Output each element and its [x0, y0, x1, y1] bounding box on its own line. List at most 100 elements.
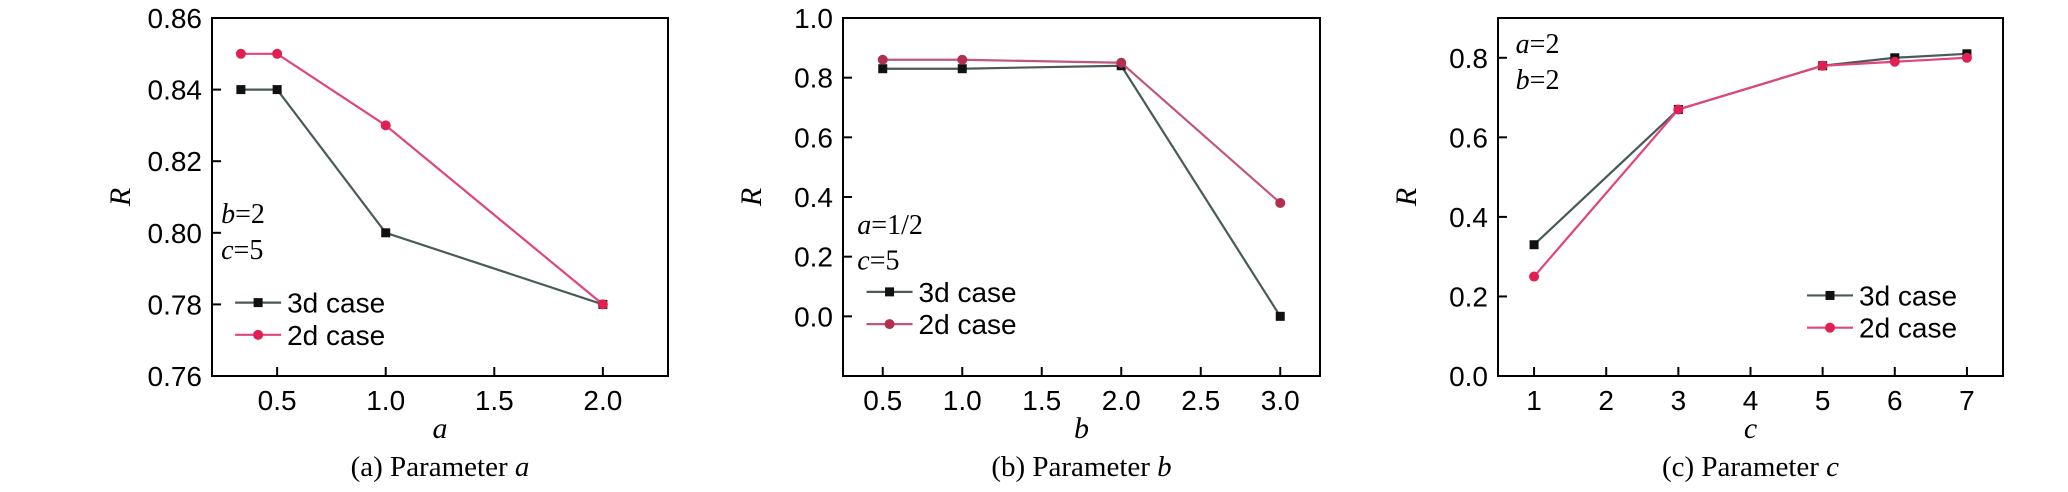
y-tick-label-0_4: 0.4 — [1449, 202, 1488, 233]
annotation-variable: a — [857, 210, 871, 241]
x-tick-label-5: 5 — [1815, 385, 1831, 416]
data-point — [1275, 311, 1285, 321]
x-tick-label-6: 6 — [1887, 385, 1903, 416]
x-tick-label-2: 2.0 — [1102, 385, 1141, 416]
x-axis-title: a — [433, 412, 448, 445]
data-point — [236, 85, 246, 95]
y-tick-label-1: 1.0 — [794, 3, 833, 34]
x-tick-label-2: 2 — [1598, 385, 1614, 416]
x-axis-title: c — [1744, 412, 1757, 445]
x-tick-label-1: 1 — [1526, 385, 1542, 416]
annotation-variable: a — [1516, 29, 1530, 60]
data-point — [381, 228, 391, 238]
y-tick-label-0_76: 0.76 — [148, 361, 203, 392]
data-point — [1673, 104, 1684, 115]
parameter-annotation-c: c=5 — [221, 235, 263, 266]
caption-variable: b — [1157, 451, 1172, 483]
annotation-variable: c — [857, 246, 870, 277]
data-point — [1889, 56, 1900, 67]
legend-label: 3d case — [1859, 280, 1957, 311]
y-tick-label-0_2: 0.2 — [1449, 281, 1488, 312]
y-tick-label-0_6: 0.6 — [1449, 122, 1488, 153]
x-tick-label-0_5: 0.5 — [258, 385, 297, 416]
x-tick-label-2_5: 2.5 — [1181, 385, 1220, 416]
data-point — [597, 299, 608, 310]
x-tick-label-1_5: 1.5 — [1022, 385, 1061, 416]
y-tick-label-0_84: 0.84 — [148, 75, 203, 106]
y-tick-label-0: 0.0 — [794, 301, 833, 332]
annotation-variable: c — [221, 235, 234, 266]
x-tick-label-4: 4 — [1743, 385, 1759, 416]
y-tick-label-0_8: 0.8 — [1449, 43, 1488, 74]
chart-panel-b: 0.0 0.2 0.4 0.6 0.8 1.0 0.5 1.0 1.5 2.0 2.5 3.0 b R (b… — [735, 3, 1321, 483]
data-point — [957, 64, 967, 74]
chart-panel-c: 0.0 0.2 0.4 0.6 0.8 1 2 3 4 5 6 7 c R (c) Parameter c a… — [1390, 17, 2004, 483]
series-line — [1533, 56, 1967, 278]
parameter-annotation-b: b=2 — [1516, 65, 1560, 96]
parameter-annotation-a: a=2 — [1516, 29, 1560, 60]
x-tick-label-3: 3.0 — [1261, 385, 1300, 416]
y-tick-label-0_8: 0.8 — [794, 63, 833, 94]
x-tick-label-3: 3 — [1671, 385, 1687, 416]
legend-marker — [253, 329, 264, 340]
panel-caption: (b) Parameter b — [991, 451, 1171, 483]
series-2d-case — [1529, 52, 1972, 282]
data-point — [380, 120, 391, 131]
legend-label: 3d case — [287, 288, 385, 319]
y-tick-label-0_4: 0.4 — [794, 182, 833, 213]
data-point — [1275, 197, 1286, 208]
y-tick-label-0_78: 0.78 — [148, 289, 203, 320]
data-point — [235, 48, 246, 59]
y-tick-label-0: 0.0 — [1449, 361, 1488, 392]
y-tick-label-0_82: 0.82 — [148, 146, 203, 177]
series-line — [240, 52, 604, 306]
caption-variable: a — [515, 451, 530, 483]
legend-label: 2d case — [1859, 313, 1957, 344]
x-tick-label-1_5: 1.5 — [475, 385, 514, 416]
data-point — [1116, 57, 1127, 68]
legend-marker — [1825, 322, 1835, 333]
legend-marker — [1825, 290, 1835, 300]
series-line — [1533, 52, 1967, 246]
series-2d-case — [235, 48, 608, 310]
x-tick-label-1: 1.0 — [366, 385, 405, 416]
caption-prefix: (a) Parameter — [351, 451, 515, 483]
y-tick-label-0_8: 0.80 — [148, 218, 203, 249]
legend-label: 3d case — [919, 277, 1017, 308]
series-3d-case — [1529, 49, 1972, 250]
chart-panel-a: 0.76 0.78 0.80 0.82 0.84 0.86 0.5 1.0 1.5 2.0 a R (a… — [104, 3, 669, 483]
caption-prefix: (c) Parameter — [1662, 451, 1826, 483]
annotation-value: =2 — [235, 199, 265, 230]
y-axis-title: R — [735, 188, 768, 207]
caption-variable: c — [1826, 451, 1839, 483]
series-line — [240, 88, 604, 306]
annotation-value: =2 — [1530, 29, 1560, 60]
legend-marker — [884, 319, 895, 330]
data-point — [1529, 271, 1540, 282]
annotation-value: =5 — [234, 235, 264, 266]
data-point — [957, 54, 968, 65]
annotation-variable: b — [1516, 65, 1530, 96]
data-point — [1817, 60, 1828, 71]
x-tick-label-2: 2.0 — [583, 385, 622, 416]
plot-frame — [842, 17, 1321, 377]
annotation-variable: b — [221, 199, 235, 230]
x-axis-title: b — [1074, 412, 1089, 445]
series-line — [882, 58, 1281, 204]
series-line — [882, 64, 1282, 317]
series-3d-case — [236, 85, 608, 309]
panel-caption: (c) Parameter c — [1662, 451, 1839, 483]
caption-prefix: (b) Parameter — [991, 451, 1157, 483]
data-point — [878, 64, 888, 74]
legend-marker — [885, 287, 895, 297]
x-tick-label-1: 1.0 — [943, 385, 982, 416]
data-point — [877, 54, 888, 65]
panel-caption: (a) Parameter a — [351, 451, 530, 483]
y-tick-label-0_2: 0.2 — [794, 242, 833, 273]
x-tick-label-0_5: 0.5 — [863, 385, 902, 416]
parameter-annotation-b: b=2 — [221, 199, 265, 230]
data-point — [1529, 240, 1539, 250]
